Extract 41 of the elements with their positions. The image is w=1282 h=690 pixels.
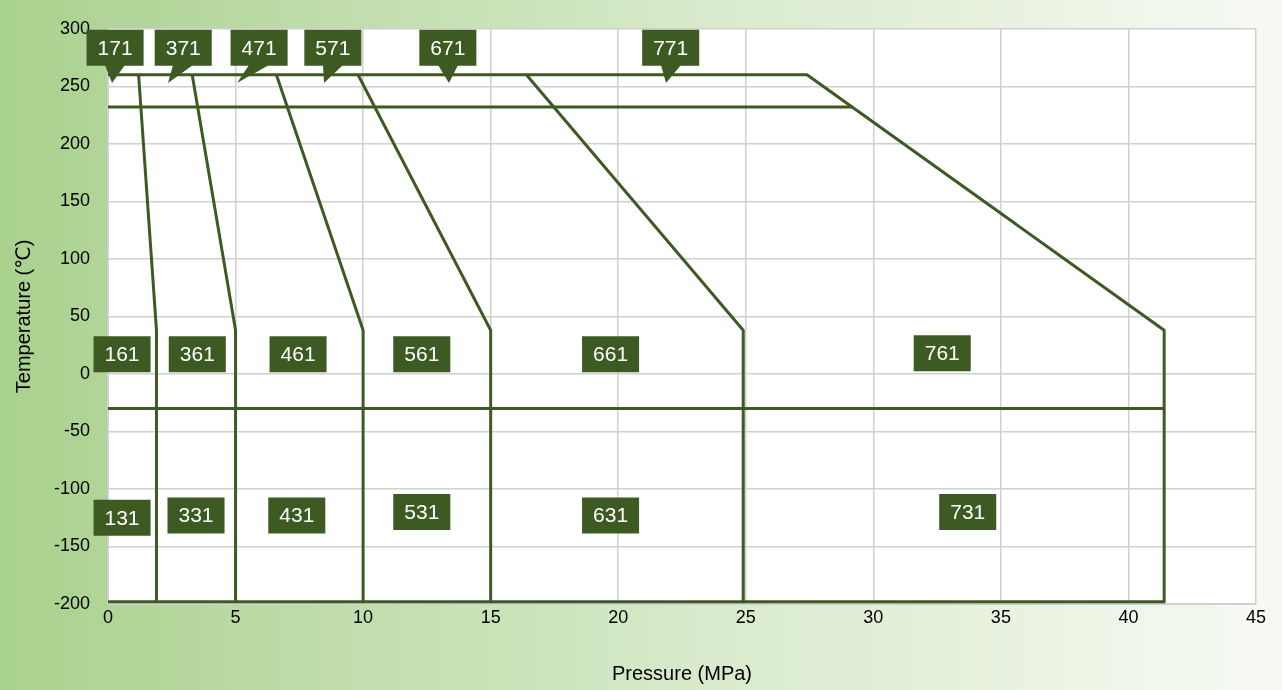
x-tick-label: 30 <box>863 606 884 627</box>
annotation: 331 <box>178 503 214 527</box>
y-tick-label: 50 <box>69 305 90 326</box>
annotation: 761 <box>924 341 960 365</box>
x-tick-label: 0 <box>102 606 114 627</box>
y-tick-label: 300 <box>59 17 90 38</box>
y-tick-label: 150 <box>59 190 90 211</box>
annotation: 131 <box>104 505 140 529</box>
y-tick-label: -100 <box>53 477 90 498</box>
annotation: 671 <box>430 35 466 59</box>
annotation: 771 <box>653 35 689 59</box>
x-tick-label: 40 <box>1118 606 1139 627</box>
annotation: 561 <box>404 342 440 366</box>
y-tick-label: 200 <box>59 132 90 153</box>
y-tick-label: -50 <box>63 420 90 441</box>
x-tick-label: 5 <box>230 606 241 627</box>
annotation: 731 <box>950 499 986 523</box>
annotation: 571 <box>315 35 351 59</box>
x-axis-title: Pressure (MPa) <box>611 661 753 684</box>
y-tick-label: -200 <box>53 592 90 613</box>
y-axis-title: Temperature (℃) <box>11 239 34 394</box>
y-tick-label: 250 <box>59 75 90 96</box>
x-tick-label: 20 <box>608 606 629 627</box>
annotation: 531 <box>404 499 440 523</box>
annotation: 431 <box>279 503 315 527</box>
x-tick-label: 15 <box>480 606 501 627</box>
annotation: 661 <box>593 342 629 366</box>
x-tick-label: 35 <box>990 606 1011 627</box>
x-tick-label: 25 <box>735 606 756 627</box>
y-tick-label: 100 <box>59 247 90 268</box>
annotation: 361 <box>179 342 215 366</box>
annotation: 471 <box>241 35 277 59</box>
y-tick-label: 0 <box>79 362 90 383</box>
annotation: 371 <box>165 35 201 59</box>
x-tick-label: 10 <box>353 606 374 627</box>
y-tick-label: -150 <box>53 535 90 556</box>
annotation: 631 <box>593 503 629 527</box>
x-tick-label: 45 <box>1245 606 1267 627</box>
annotation: 161 <box>104 342 140 366</box>
annotation: 461 <box>280 342 316 366</box>
annotation: 171 <box>97 35 133 59</box>
